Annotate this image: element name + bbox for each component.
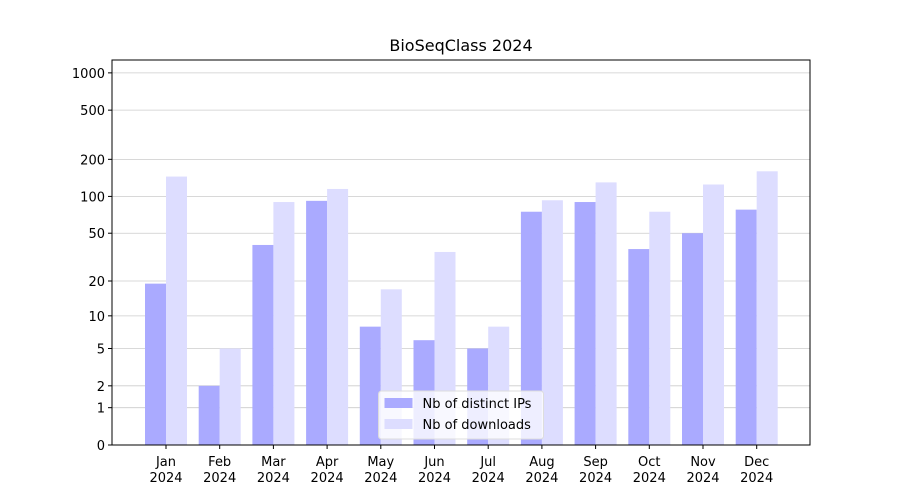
y-tick-label: 1000 <box>72 67 105 82</box>
bar <box>219 348 241 445</box>
x-tick-label: Jul 2024 <box>472 455 505 486</box>
x-tick-label: Sep 2024 <box>579 455 612 486</box>
bar <box>520 211 542 445</box>
y-tick-label: 2 <box>97 380 105 395</box>
y-tick-label: 0 <box>97 439 105 454</box>
bar <box>541 200 563 445</box>
bar <box>306 200 328 445</box>
x-tick-label: Dec 2024 <box>740 455 773 486</box>
x-tick-label: Mar 2024 <box>257 455 290 486</box>
y-tick-label: 200 <box>80 153 105 168</box>
y-tick-label: 10 <box>88 310 105 325</box>
bar <box>574 202 596 445</box>
legend-swatch <box>384 398 413 408</box>
plot-frame <box>111 59 811 446</box>
y-tick-label: 5 <box>97 342 105 357</box>
bar <box>628 249 650 445</box>
bar <box>327 188 349 445</box>
legend-swatch <box>384 419 413 429</box>
x-tick-label: Apr 2024 <box>311 455 344 486</box>
bar <box>198 385 220 445</box>
x-tick-label: Nov 2024 <box>686 455 719 486</box>
bar <box>649 211 671 445</box>
x-tick-label: Jan 2024 <box>149 455 182 486</box>
chart-title: BioSeqClass 2024 <box>389 36 532 55</box>
bar <box>166 176 187 446</box>
x-tick-label: May 2024 <box>364 455 397 486</box>
x-tick-label: Oct 2024 <box>633 455 666 486</box>
y-tick-label: 500 <box>80 104 105 119</box>
bar <box>145 283 166 445</box>
bar <box>273 202 295 445</box>
legend-label: Nb of downloads <box>423 418 532 433</box>
legend-box <box>378 390 544 440</box>
bar <box>703 184 724 445</box>
y-tick-label: 20 <box>88 275 105 290</box>
y-tick-label: 1 <box>97 402 105 417</box>
bar <box>252 244 274 445</box>
bar <box>359 326 381 445</box>
legend-label: Nb of distinct IPs <box>423 397 532 412</box>
x-tick-label: Feb 2024 <box>203 455 236 486</box>
y-tick-label: 50 <box>88 227 105 242</box>
bar <box>735 209 757 445</box>
bar <box>756 171 778 445</box>
bar <box>595 182 617 446</box>
bar <box>682 233 703 445</box>
x-tick-label: Jun 2024 <box>418 455 451 486</box>
y-tick-label: 100 <box>80 190 105 205</box>
legend: Nb of distinct IPs Nb of downloads <box>378 390 544 440</box>
x-tick-label: Aug 2024 <box>525 455 558 486</box>
